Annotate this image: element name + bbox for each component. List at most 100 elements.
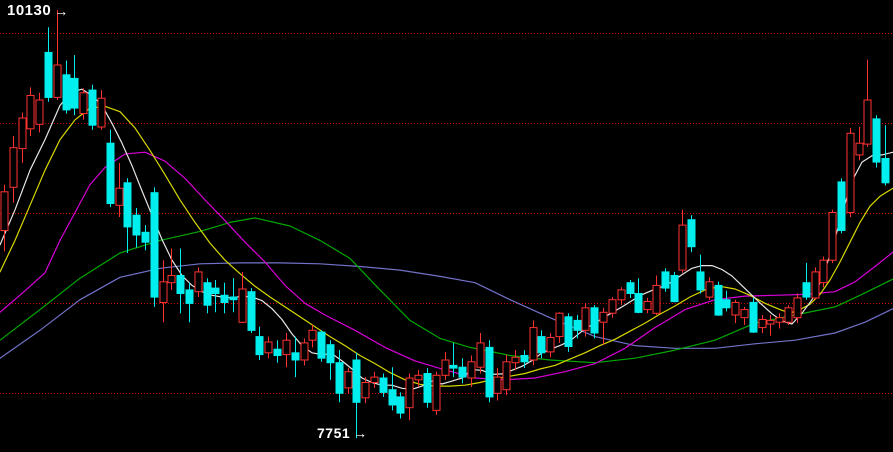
candle-up <box>300 342 309 361</box>
candle-down <box>326 344 335 364</box>
candle-down <box>150 192 159 298</box>
candle-up <box>493 376 502 394</box>
candle-down <box>44 51 53 98</box>
ma-line-white <box>0 88 893 390</box>
candle-up <box>740 309 749 319</box>
candle-up <box>775 317 784 323</box>
candle-up <box>53 64 62 98</box>
candle-up <box>441 359 450 376</box>
candle-down <box>220 294 229 303</box>
candle-up <box>828 212 837 261</box>
candle-up <box>467 361 476 379</box>
candle-down <box>714 284 723 316</box>
candle-up <box>476 342 485 368</box>
candle-up <box>167 275 176 284</box>
candle-up <box>846 132 855 213</box>
candle-down <box>537 336 546 354</box>
candle-down <box>458 366 467 378</box>
ma-line-yellow <box>0 105 893 387</box>
candle-up <box>115 187 124 206</box>
candle-down <box>670 275 679 303</box>
candle-up <box>370 376 379 384</box>
candle-down <box>722 299 731 309</box>
candle-down <box>396 396 405 414</box>
candle-up <box>529 327 538 361</box>
candle-down <box>62 74 71 111</box>
candle-down <box>802 282 811 298</box>
candle-down <box>837 181 846 231</box>
candle-down <box>520 355 529 363</box>
candle-down <box>106 142 115 204</box>
candle-down <box>449 364 458 369</box>
candle-up <box>784 307 793 323</box>
candle-up <box>238 288 247 323</box>
ma-line-blue <box>0 262 893 359</box>
candle-up <box>35 99 44 125</box>
candle-up <box>678 224 687 271</box>
candle-down <box>749 301 758 333</box>
candle-up <box>159 281 168 303</box>
candle-up <box>264 341 273 354</box>
candle-up <box>432 374 441 411</box>
candle-up <box>793 297 802 319</box>
candle-up <box>581 307 590 331</box>
candle-up <box>555 312 564 338</box>
candle-down <box>317 331 326 359</box>
candle-up <box>308 329 317 341</box>
candle-down <box>203 282 212 306</box>
candle-down <box>634 293 643 313</box>
candle-down <box>872 118 881 163</box>
candle-down <box>687 219 696 248</box>
candle-down <box>132 214 141 236</box>
candle-up <box>282 339 291 356</box>
candle-up <box>811 271 820 299</box>
candle-down <box>626 282 635 295</box>
candle-up <box>599 311 608 323</box>
candle-up <box>855 142 864 156</box>
candle-up <box>819 259 828 284</box>
ma-line-magenta <box>0 151 893 381</box>
candle-up <box>414 374 423 381</box>
candle-down <box>88 89 97 126</box>
candle-down <box>590 307 599 334</box>
candle-down <box>423 373 432 403</box>
candle-up <box>731 301 740 316</box>
candle-down <box>229 296 238 301</box>
candle-down <box>247 291 256 331</box>
candle-up <box>705 281 714 298</box>
candle-up <box>608 299 617 314</box>
candle-down <box>661 271 670 289</box>
candle-down <box>70 77 79 109</box>
gridlines <box>0 33 893 394</box>
candle-down <box>335 362 344 394</box>
candle-up <box>79 92 88 115</box>
candles <box>0 10 890 439</box>
candle-up <box>26 95 35 130</box>
candle-down <box>185 289 194 304</box>
candle-down <box>291 352 300 361</box>
candle-down <box>696 271 705 291</box>
candle-up <box>194 271 203 293</box>
candle-up <box>97 97 106 128</box>
candle-up <box>546 337 555 353</box>
candle-down <box>485 346 494 398</box>
ma-line-green <box>0 217 893 364</box>
candle-up <box>0 191 9 232</box>
candle-down <box>141 231 150 243</box>
candle-down <box>176 275 185 294</box>
candle-down <box>564 316 573 347</box>
candle-up <box>9 147 18 188</box>
candle-down <box>352 359 361 403</box>
candle-up <box>863 99 872 145</box>
candle-down <box>881 158 890 184</box>
candle-up <box>652 284 661 314</box>
candle-down <box>573 319 582 331</box>
candle-up <box>766 319 775 325</box>
candle-up <box>502 361 511 391</box>
candle-up <box>361 382 370 399</box>
candle-up <box>617 289 626 301</box>
candle-down <box>388 389 397 406</box>
candle-up <box>758 319 767 329</box>
